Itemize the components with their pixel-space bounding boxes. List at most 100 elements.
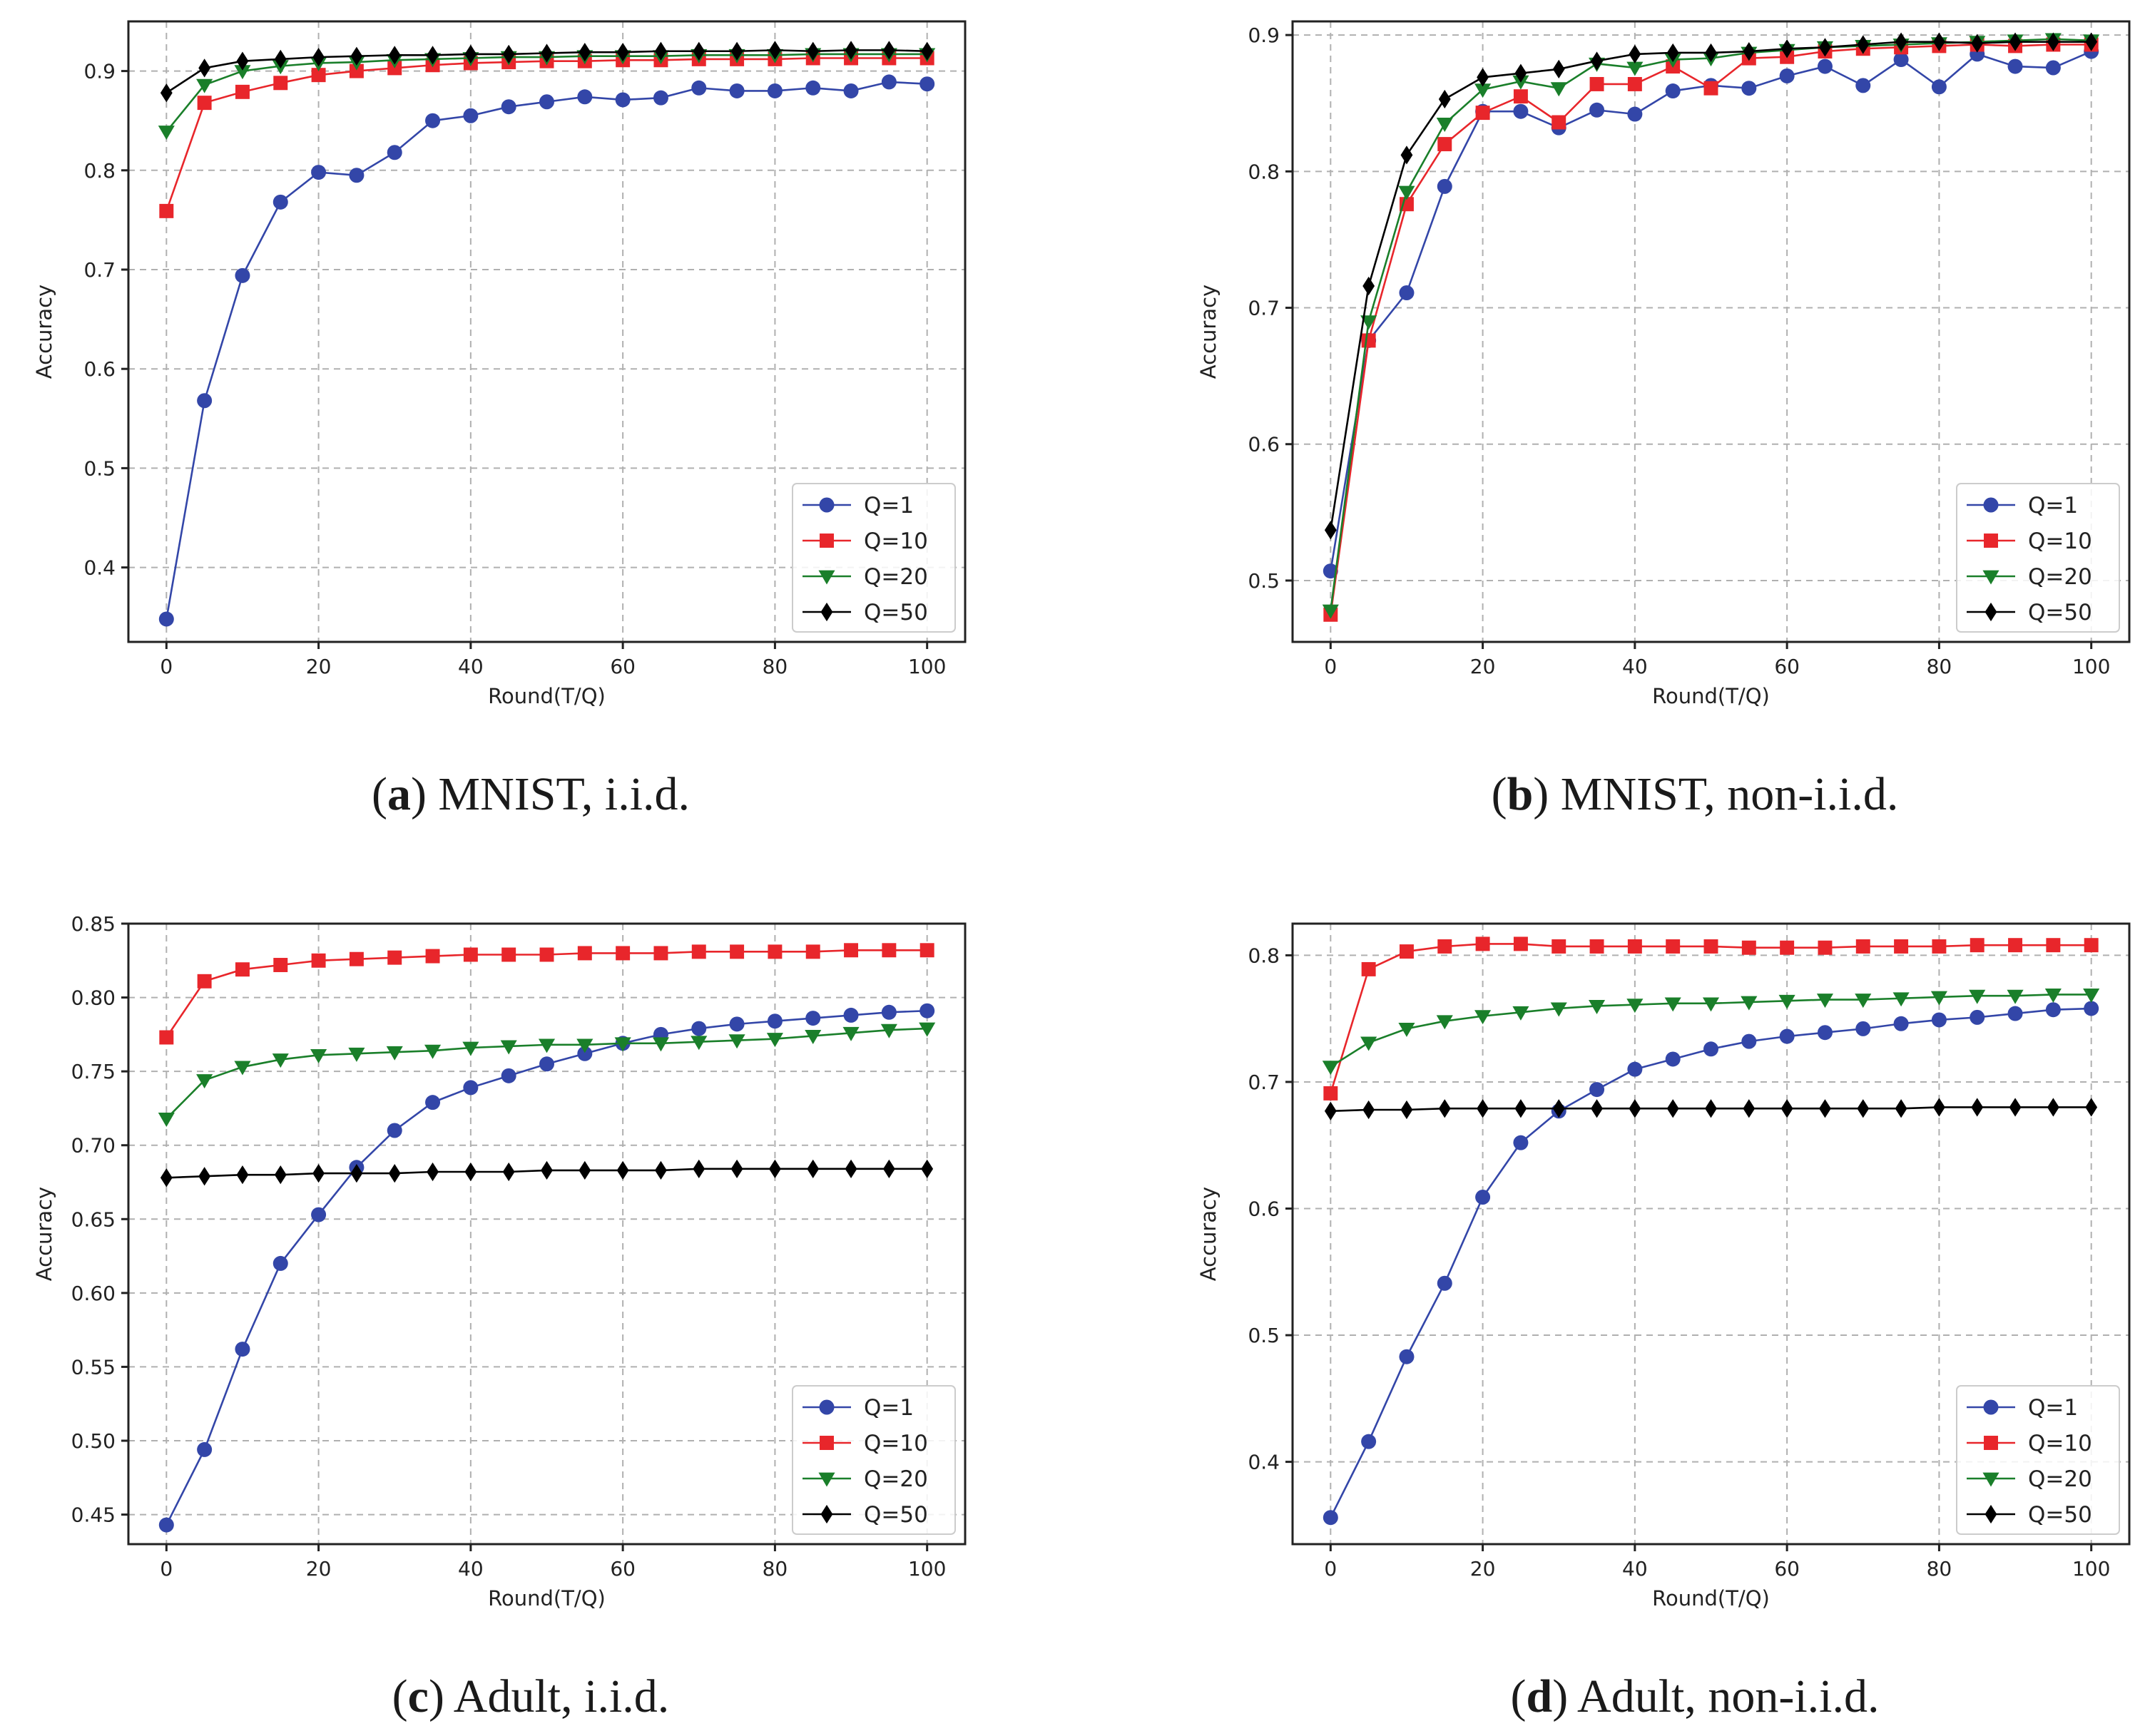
data-point xyxy=(2046,938,2061,953)
legend: Q=1 Q=10 Q=20 Q=50 xyxy=(792,1385,956,1535)
x-tick-label: 0 xyxy=(160,655,173,678)
data-point xyxy=(919,1022,936,1037)
data-point xyxy=(1591,1099,1603,1118)
plot-frame xyxy=(1291,922,2131,1546)
y-axis-label: Accuracy xyxy=(32,1187,56,1281)
y-tick-label: 0.7 xyxy=(83,258,116,282)
data-point xyxy=(1741,940,1756,955)
data-point xyxy=(652,1037,670,1052)
data-point xyxy=(1627,106,1643,122)
data-point xyxy=(1666,939,1681,954)
data-point xyxy=(427,46,439,65)
data-point xyxy=(1550,1002,1567,1017)
data-point xyxy=(919,1003,935,1018)
x-axis-label: Round(T/Q) xyxy=(1652,684,1770,708)
data-point xyxy=(387,145,402,160)
data-point xyxy=(1703,81,1718,96)
data-point xyxy=(1930,991,1947,1006)
legend-label: Q=1 xyxy=(2028,493,2078,519)
y-tick-label: 0.50 xyxy=(71,1429,116,1453)
data-point xyxy=(1705,1099,1717,1118)
legend-marker xyxy=(1983,497,1999,513)
data-point xyxy=(769,41,781,60)
data-point xyxy=(388,46,401,65)
data-point xyxy=(616,43,629,62)
data-point xyxy=(1589,76,1604,91)
data-point xyxy=(691,1021,707,1036)
data-point xyxy=(1322,1061,1339,1076)
data-point xyxy=(1475,106,1490,121)
data-point xyxy=(616,946,631,961)
data-point xyxy=(387,1123,402,1138)
data-point xyxy=(1552,115,1566,130)
legend-marker xyxy=(820,602,833,622)
data-point xyxy=(1477,68,1489,87)
data-point xyxy=(845,41,857,60)
x-tick-label: 100 xyxy=(908,1557,946,1581)
data-point xyxy=(1857,35,1870,54)
x-tick-label: 80 xyxy=(763,1557,788,1581)
data-point xyxy=(693,1159,705,1178)
x-tick-label: 100 xyxy=(908,655,946,678)
x-tick-label: 60 xyxy=(1774,1557,1800,1581)
legend-box xyxy=(1956,483,2120,633)
data-point xyxy=(350,46,363,66)
y-axis-label: Accuracy xyxy=(32,285,56,379)
series-q-1 xyxy=(1323,1001,2099,1526)
data-point xyxy=(311,68,326,83)
data-point xyxy=(730,41,743,61)
data-point xyxy=(843,1007,859,1023)
data-point xyxy=(577,1046,593,1061)
legend-item: Q=50 xyxy=(803,600,928,626)
chart-panel-d: 0 20 40 60 80 100 0.4 0.5 0.6 0.7 0.8 Round(T/Q) Acc… xyxy=(1196,922,2131,1722)
data-point xyxy=(1514,1099,1527,1118)
data-point xyxy=(1322,604,1339,619)
x-tick-label: 60 xyxy=(610,655,636,678)
y-tick-label: 0.8 xyxy=(1248,160,1280,183)
data-point xyxy=(387,950,402,965)
legend-label: Q=20 xyxy=(864,564,928,590)
series-q-10 xyxy=(1323,936,2099,1101)
data-point xyxy=(1436,118,1453,132)
y-tick-label: 0.8 xyxy=(1248,944,1280,967)
data-point xyxy=(1817,58,1833,74)
legend-item: Q=20 xyxy=(803,1466,928,1492)
data-point xyxy=(1702,997,1720,1012)
legend: Q=1 Q=10 Q=20 Q=50 xyxy=(792,483,956,633)
data-point xyxy=(921,41,934,61)
data-point xyxy=(1970,1009,1985,1025)
data-point xyxy=(388,1163,401,1183)
data-point xyxy=(919,76,935,92)
data-point xyxy=(1627,76,1642,91)
data-point xyxy=(349,951,364,966)
legend-item: Q=10 xyxy=(1967,529,2092,554)
y-tick-label: 0.6 xyxy=(1248,1197,1280,1220)
data-point xyxy=(1399,944,1414,959)
data-point xyxy=(880,1023,897,1038)
data-point xyxy=(2008,938,2023,953)
plot-frame xyxy=(127,20,967,643)
y-tick-label: 0.7 xyxy=(1248,1071,1280,1094)
data-point xyxy=(463,947,478,962)
caption-text: ) MNIST, i.i.d. xyxy=(411,768,690,820)
legend-label: Q=1 xyxy=(864,493,914,519)
data-point xyxy=(1895,32,1907,51)
data-point xyxy=(2007,1006,2023,1021)
data-point xyxy=(653,90,668,106)
data-point xyxy=(1474,1010,1492,1025)
data-point xyxy=(769,1159,781,1178)
data-point xyxy=(1933,32,1945,51)
data-point xyxy=(235,962,250,977)
x-tick-label: 40 xyxy=(458,655,484,678)
data-point xyxy=(805,1011,821,1026)
data-point xyxy=(1893,52,1909,68)
data-point xyxy=(768,944,783,959)
panel-caption: (a) MNIST, i.i.d. xyxy=(372,768,690,820)
y-axis-label: Accuracy xyxy=(1196,285,1221,379)
series-line xyxy=(1330,41,2091,531)
data-point xyxy=(2085,32,2098,51)
data-point xyxy=(234,1061,251,1076)
data-point xyxy=(386,1046,403,1061)
data-point xyxy=(159,203,174,218)
